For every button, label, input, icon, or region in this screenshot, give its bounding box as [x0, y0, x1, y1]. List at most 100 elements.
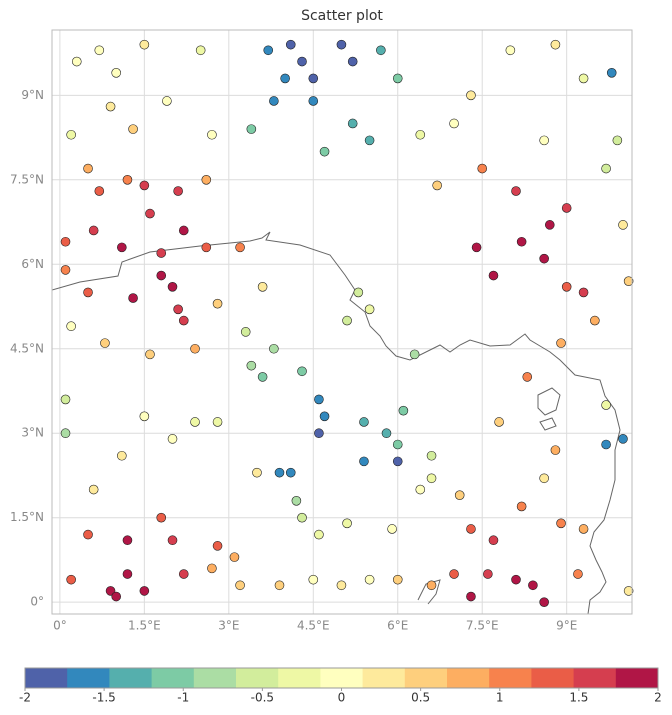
point: [342, 315, 352, 326]
point: [415, 129, 426, 140]
point: [426, 580, 437, 591]
chart-title: Scatter plot: [301, 8, 383, 24]
colorbar-bin: [278, 668, 321, 688]
y-tick-label: 0°: [30, 595, 44, 609]
point: [66, 129, 76, 140]
y-tick-label: 6°N: [21, 257, 44, 271]
point: [601, 439, 611, 450]
colorbar-bin: [320, 668, 364, 688]
point: [561, 203, 572, 213]
point: [376, 45, 386, 56]
point: [269, 96, 279, 106]
point: [539, 597, 549, 607]
colorbar-tick-label: 0: [338, 691, 346, 705]
point: [162, 96, 172, 106]
point: [94, 186, 105, 196]
point: [274, 580, 285, 591]
point: [488, 270, 499, 281]
colorbar-tick-label: -2: [19, 691, 31, 705]
point: [426, 450, 437, 461]
point: [314, 394, 324, 405]
point: [314, 428, 324, 439]
point: [342, 518, 352, 529]
point: [122, 569, 133, 579]
point: [539, 253, 549, 264]
point: [274, 467, 285, 478]
point: [590, 315, 600, 326]
point: [392, 456, 403, 467]
x-tick-label: 1.5°E: [128, 619, 161, 633]
point: [178, 569, 189, 579]
point: [618, 434, 628, 444]
point: [612, 135, 623, 146]
point: [83, 163, 93, 174]
point: [60, 265, 71, 275]
point: [173, 304, 183, 315]
point: [516, 501, 527, 512]
colorbar-bin: [193, 668, 237, 688]
point: [178, 225, 189, 236]
point: [156, 512, 167, 523]
point: [466, 90, 476, 101]
point: [483, 569, 493, 579]
point: [336, 39, 347, 50]
x-tick-label: 9°E: [556, 619, 577, 633]
x-tick-label: 6°E: [387, 619, 408, 633]
point: [190, 417, 200, 427]
colorbar-bin: [615, 668, 659, 688]
point: [195, 45, 206, 56]
point: [139, 411, 150, 422]
point: [252, 467, 262, 478]
point: [347, 56, 358, 67]
colorbar-tick-label: 1: [496, 691, 504, 705]
point: [392, 574, 403, 585]
point: [601, 400, 611, 410]
point: [263, 45, 274, 56]
y-tick-label: 4.5°N: [10, 341, 44, 355]
point: [539, 135, 549, 146]
point: [128, 124, 138, 134]
x-tick-label: 0°: [53, 619, 67, 633]
point: [145, 208, 155, 219]
point: [364, 304, 375, 315]
point: [623, 276, 634, 286]
point: [511, 574, 521, 585]
point: [100, 338, 110, 348]
point: [139, 586, 150, 596]
point: [60, 428, 71, 439]
point: [449, 118, 459, 129]
point: [139, 39, 150, 50]
y-tick-label: 1.5°N: [10, 510, 44, 524]
point: [606, 68, 617, 78]
point: [516, 236, 527, 247]
colorbar-bin: [531, 668, 575, 688]
point: [212, 541, 223, 551]
point: [471, 242, 482, 253]
point: [83, 529, 93, 540]
point: [212, 417, 223, 427]
grid: [52, 30, 632, 614]
y-tick-label: 3°N: [21, 426, 44, 440]
point: [122, 535, 133, 546]
point: [88, 225, 99, 236]
point: [207, 129, 217, 140]
point: [522, 372, 533, 382]
point: [94, 45, 105, 56]
point: [156, 248, 167, 258]
point: [105, 101, 116, 112]
point: [494, 417, 504, 427]
point: [477, 163, 488, 174]
point: [308, 574, 319, 585]
colorbar-tick-label: 2: [654, 691, 662, 705]
colorbar-bin: [236, 668, 279, 688]
coastline: [52, 231, 621, 614]
point: [297, 56, 307, 67]
point: [573, 569, 583, 579]
colorbar-tick-label: 0.5: [411, 691, 430, 705]
point: [167, 282, 178, 292]
point: [364, 574, 375, 585]
point: [66, 574, 76, 585]
x-tick-label: 7.5°E: [466, 619, 499, 633]
colorbar: -2 -1.5 -1 -0.5 0 0.5 1 1.5 2: [19, 667, 662, 705]
